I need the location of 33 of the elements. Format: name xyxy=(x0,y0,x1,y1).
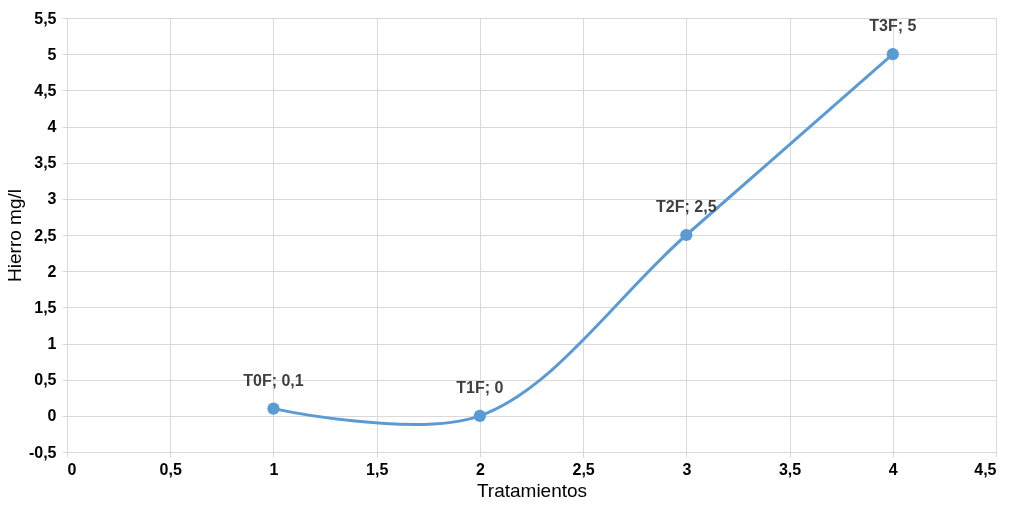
y-tick-label: 2,5 xyxy=(34,226,57,244)
x-axis-title: Tratamientos xyxy=(476,479,588,501)
y-tick-label: 3,5 xyxy=(34,154,57,172)
y-tick-label: 0 xyxy=(47,407,57,425)
point xyxy=(267,402,280,415)
x-tick-label: 3,5 xyxy=(778,460,802,478)
point xyxy=(473,409,487,422)
data-label: T1F; 0 xyxy=(456,378,504,396)
x-tick-label: 1 xyxy=(269,460,279,478)
y-tick-label: 2 xyxy=(47,262,57,280)
x-tick-label: 0,5 xyxy=(159,460,182,478)
y-tick-label: 1,5 xyxy=(34,298,57,316)
data-label: T0F; 0,1 xyxy=(243,371,304,389)
y-tick-label: 3 xyxy=(47,190,57,208)
y-tick-label: 5,5 xyxy=(34,9,57,27)
y-tick-label: 0,5 xyxy=(34,371,57,389)
y-tick-label: -0,5 xyxy=(28,443,57,461)
data-label: T3F; 5 xyxy=(869,17,917,35)
x-tick-label: 2,5 xyxy=(572,460,595,478)
x-tick-label: 4 xyxy=(888,460,898,478)
x-tick-label: 4,5 xyxy=(974,460,997,478)
y-tick-label: 1 xyxy=(47,335,57,352)
y-axis-title: Hierro mg/l xyxy=(3,189,25,282)
x-tick-label: 1,5 xyxy=(366,460,389,478)
y-tick-label: 4,5 xyxy=(34,81,57,99)
x-tick-label: 2 xyxy=(475,460,485,478)
point xyxy=(886,48,899,61)
y-tick-label: 5 xyxy=(47,45,57,63)
y-tick-label: 4 xyxy=(47,118,57,135)
point xyxy=(680,228,693,242)
data-label: T2F; 2,5 xyxy=(656,198,717,215)
x-tick-label: 0 xyxy=(67,460,77,478)
x-tick-label: 3 xyxy=(682,460,692,478)
